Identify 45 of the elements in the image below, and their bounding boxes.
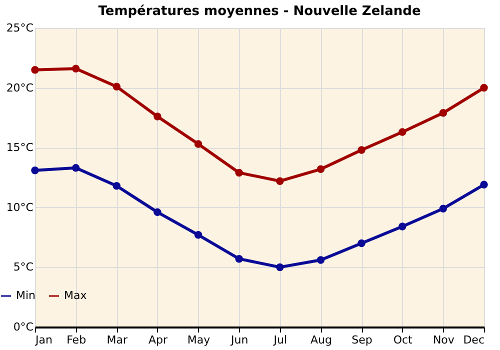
x-tick-label: Sep: [352, 334, 372, 346]
chart-title: Températures moyennes - Nouvelle Zelande: [98, 4, 421, 19]
point: [72, 64, 80, 73]
point: [480, 84, 488, 92]
y-tick-label: 0°C: [13, 320, 34, 334]
x-tick-label: Jun: [230, 334, 248, 346]
point: [398, 222, 406, 230]
point: [439, 109, 448, 117]
point: [439, 204, 448, 212]
point: [398, 128, 406, 136]
point: [276, 263, 284, 272]
point: [31, 166, 39, 174]
x-tick-label: Nov: [432, 334, 455, 346]
y-tick-label: 20°C: [6, 81, 34, 94]
point: [112, 182, 121, 190]
point: [480, 180, 488, 189]
x-tick-label: Apr: [148, 334, 168, 346]
x-tick-label: Oct: [393, 334, 414, 346]
point: [358, 146, 366, 154]
x-tick-label: Feb: [66, 334, 86, 346]
y-tick-label: 25°C: [6, 22, 34, 34]
x-tick-label: Aug: [310, 334, 332, 346]
y-tick-label: 10°C: [6, 200, 34, 214]
point: [31, 66, 39, 74]
point: [112, 82, 121, 90]
x-tick-label: May: [187, 334, 211, 346]
y-tick-label: 15°C: [6, 141, 34, 154]
point: [72, 164, 80, 172]
point: [235, 168, 243, 177]
point: [316, 256, 325, 264]
x-tick-label: Dec: [463, 334, 484, 346]
point: [154, 112, 162, 120]
legend-label: Max: [64, 289, 88, 302]
point: [194, 231, 202, 239]
legend-label: Min: [16, 289, 36, 302]
x-tick-label: Mar: [106, 334, 128, 346]
point: [194, 140, 202, 148]
point: [235, 254, 243, 263]
point: [276, 177, 284, 185]
point: [358, 239, 366, 248]
x-tick-label: Jul: [272, 334, 288, 346]
point: [316, 165, 325, 173]
point: [154, 208, 162, 216]
y-tick-label: 5°C: [13, 260, 34, 274]
x-tick-label: Jan: [34, 334, 52, 346]
